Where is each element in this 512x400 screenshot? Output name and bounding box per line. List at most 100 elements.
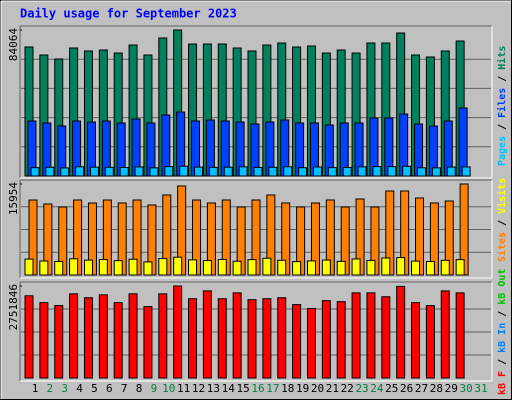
x-tick-label: 2 [47, 382, 54, 395]
bar [253, 166, 263, 177]
bar [60, 167, 70, 177]
bar [458, 107, 468, 177]
bar [336, 301, 346, 379]
bar [446, 166, 456, 177]
bar [455, 292, 465, 379]
y-tick-label: 84064 [7, 28, 20, 61]
bar [396, 257, 406, 276]
x-tick-label: 6 [106, 382, 113, 395]
x-tick-label: 24 [370, 382, 384, 395]
bar [292, 304, 302, 379]
bar [89, 166, 99, 177]
x-tick-label: 20 [311, 382, 324, 395]
bar [312, 166, 322, 177]
x-tick-label: 15 [237, 382, 250, 395]
x-tick-label: 7 [121, 382, 128, 395]
bar [223, 166, 233, 177]
bar [217, 258, 227, 276]
x-tick-label: 29 [445, 382, 458, 395]
bar [298, 167, 308, 177]
bar [98, 294, 108, 379]
bar [351, 292, 361, 379]
bar [321, 300, 331, 379]
legend-entry: Pages [497, 136, 508, 166]
bar [342, 166, 352, 177]
bar [173, 256, 183, 276]
bar [30, 167, 40, 177]
bar [128, 258, 138, 276]
bar [268, 166, 278, 177]
bar [366, 259, 376, 276]
bar [461, 166, 471, 177]
x-tick-label: 11 [177, 382, 190, 395]
bar [425, 305, 435, 379]
x-tick-label: 19 [296, 382, 309, 395]
bar [431, 167, 441, 177]
x-tick-label: 30 [460, 382, 473, 395]
bar [402, 165, 412, 177]
x-tick-label: 10 [162, 382, 175, 395]
x-tick-label: 16 [251, 382, 264, 395]
bar [232, 260, 242, 276]
x-tick-label: 21 [326, 382, 339, 395]
bar [69, 258, 79, 276]
bar [194, 166, 204, 177]
legend: Pages / Files / Hits [496, 46, 508, 166]
legend-entry: Files [496, 88, 508, 118]
bar [455, 259, 465, 276]
bar [417, 167, 427, 177]
bar [173, 285, 183, 379]
bar [98, 259, 108, 276]
bar [440, 290, 450, 379]
x-tick-label: 14 [222, 382, 236, 395]
x-tick-label: 18 [281, 382, 294, 395]
x-tick-label: 5 [91, 382, 98, 395]
x-tick-label: 17 [266, 382, 279, 395]
bar [440, 259, 450, 276]
x-tick-label: 1 [32, 382, 39, 395]
bar [119, 167, 129, 177]
bar [372, 166, 382, 177]
bar [425, 261, 435, 276]
bar [327, 167, 337, 177]
bar [45, 166, 55, 177]
x-tick-label: 31 [474, 382, 487, 395]
bar [69, 293, 79, 379]
bar [381, 257, 391, 276]
x-tick-label: 4 [76, 382, 83, 395]
legend-entry: Visits [496, 178, 508, 214]
bar [202, 260, 212, 276]
bar [411, 260, 421, 276]
bar [232, 292, 242, 379]
legend-entry: Hits [496, 46, 508, 70]
x-tick-label: 26 [400, 382, 413, 395]
x-tick-label: 9 [151, 382, 158, 395]
legend-separator: / [497, 311, 508, 317]
legend-separator: / [497, 359, 508, 365]
bar [83, 259, 93, 276]
legend-entry: Sites [496, 232, 508, 262]
bar [366, 292, 376, 379]
bar [143, 306, 153, 379]
legend-entry: kB Out [497, 269, 508, 305]
x-tick-label: 3 [61, 382, 68, 395]
y-tick-label: 15954 [7, 182, 20, 215]
bar [336, 260, 346, 276]
bar [262, 298, 272, 379]
bar [113, 302, 123, 379]
legend-separator: / [497, 76, 508, 82]
bar [24, 258, 34, 276]
bar [83, 297, 93, 379]
bar [277, 259, 287, 276]
bar [202, 290, 212, 379]
bar [158, 258, 168, 276]
bar [149, 167, 159, 177]
bar [247, 299, 257, 379]
x-tick-label: 28 [430, 382, 443, 395]
bar [321, 259, 331, 276]
y-tick-label: 2751846 [7, 284, 20, 330]
x-tick-label: 25 [385, 382, 398, 395]
bar [39, 302, 49, 379]
bar [179, 165, 189, 177]
